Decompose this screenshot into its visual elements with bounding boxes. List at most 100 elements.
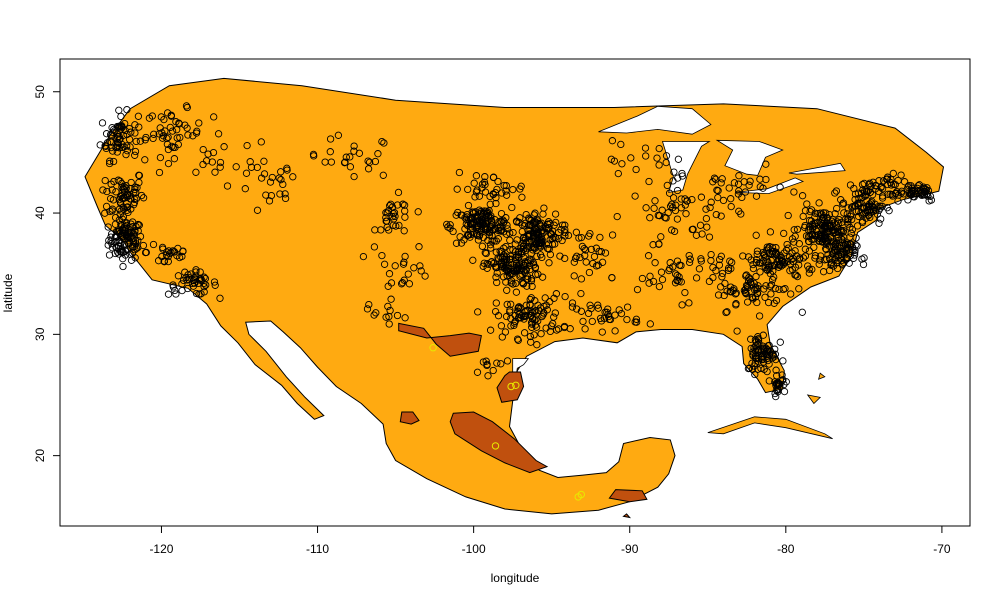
data-point — [103, 187, 111, 196]
data-point — [149, 240, 158, 249]
data-point — [257, 138, 265, 146]
data-point — [346, 163, 355, 171]
data-point — [611, 327, 619, 335]
water-body-1 — [661, 141, 711, 193]
data-point — [156, 153, 165, 162]
data-point — [772, 366, 780, 374]
data-point — [265, 197, 274, 205]
data-point — [492, 273, 500, 281]
data-point — [867, 182, 875, 191]
data-point — [516, 214, 524, 222]
data-point — [174, 272, 183, 280]
data-point — [190, 273, 199, 282]
data-point — [192, 168, 200, 176]
data-point — [183, 103, 191, 112]
data-point — [149, 134, 157, 143]
x-axis: -120 -110 -100 -90 -80 -70 — [149, 525, 951, 556]
data-point — [463, 231, 471, 240]
data-point — [717, 283, 725, 291]
data-point — [154, 257, 163, 265]
data-point — [572, 228, 581, 236]
data-point — [101, 209, 109, 217]
data-point — [176, 133, 184, 142]
data-point — [685, 299, 693, 307]
data-point — [452, 239, 461, 247]
data-point — [771, 378, 779, 386]
data-point — [164, 257, 172, 266]
data-point — [811, 254, 819, 262]
data-point — [528, 222, 536, 230]
data-point — [520, 245, 528, 253]
data-point — [476, 230, 484, 239]
data-point — [742, 271, 751, 279]
data-point — [268, 173, 276, 182]
data-point — [765, 377, 773, 385]
data-point — [481, 249, 489, 257]
data-point — [771, 345, 779, 353]
data-point — [478, 242, 487, 250]
data-point — [400, 258, 408, 266]
data-point — [491, 307, 500, 316]
data-point — [702, 214, 711, 223]
data-point — [838, 260, 847, 268]
data-point — [492, 237, 500, 245]
y-tick-label: 30 — [33, 327, 47, 341]
data-point — [865, 180, 873, 189]
data-point — [884, 190, 892, 198]
data-point — [98, 119, 107, 127]
data-point — [171, 143, 179, 152]
data-point — [131, 121, 139, 129]
data-point — [823, 213, 831, 222]
data-point — [674, 155, 683, 163]
data-point — [580, 244, 588, 253]
data-point — [582, 258, 590, 266]
data-point — [384, 302, 392, 311]
data-point — [815, 237, 823, 245]
data-point — [128, 218, 137, 226]
data-point — [586, 301, 594, 309]
data-point — [132, 188, 140, 196]
data-point — [477, 208, 485, 216]
data-point — [391, 212, 399, 220]
data-point — [400, 201, 409, 209]
data-point — [109, 157, 118, 166]
data-point — [813, 219, 822, 227]
data-point — [757, 364, 765, 373]
data-point — [668, 200, 676, 208]
data-point — [851, 246, 859, 255]
data-point — [126, 250, 134, 258]
data-point — [632, 315, 641, 323]
data-point — [281, 190, 289, 198]
data-point — [491, 224, 499, 232]
data-point — [746, 177, 754, 185]
data-point — [253, 206, 262, 214]
data-point — [724, 266, 733, 275]
data-point — [759, 184, 767, 192]
data-point — [382, 213, 390, 222]
data-point — [844, 204, 852, 212]
data-point — [780, 249, 788, 257]
highlight-point — [512, 381, 520, 389]
data-point — [131, 147, 140, 156]
data-point — [112, 237, 120, 246]
data-point — [734, 180, 743, 188]
data-point — [618, 160, 626, 168]
data-point — [342, 153, 350, 161]
data-point — [831, 189, 839, 197]
data-point — [784, 244, 792, 252]
data-point — [110, 177, 118, 186]
data-point — [481, 188, 490, 196]
data-point — [793, 272, 802, 281]
data-point — [726, 287, 734, 296]
data-point — [113, 122, 122, 131]
data-point — [849, 254, 858, 262]
data-point — [243, 141, 251, 150]
data-point — [210, 113, 218, 121]
data-point — [120, 240, 129, 249]
data-point — [818, 238, 826, 246]
data-point — [927, 196, 936, 204]
data-point — [837, 227, 846, 235]
data-point — [755, 355, 763, 363]
data-point — [551, 210, 560, 218]
data-point — [530, 237, 538, 245]
